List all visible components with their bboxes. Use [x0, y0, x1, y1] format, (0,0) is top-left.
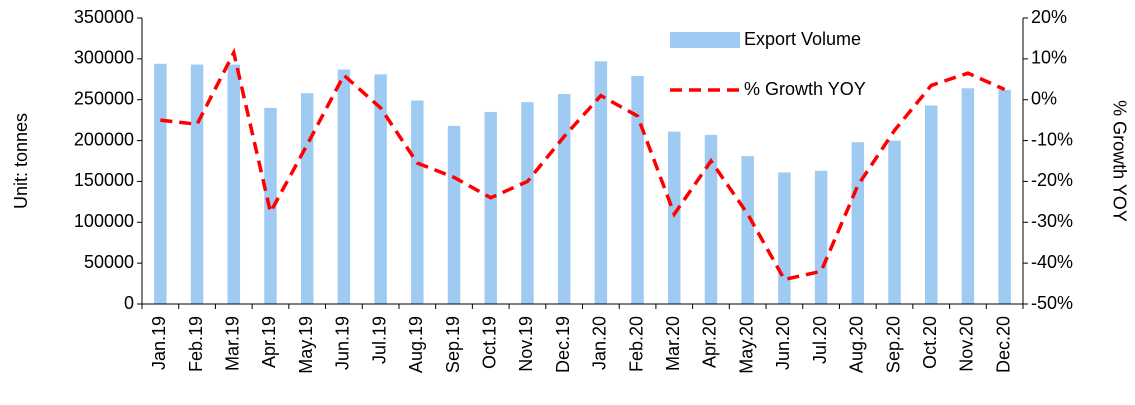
- x-tick-label: Feb.20: [626, 316, 646, 372]
- bar: [924, 105, 938, 304]
- y-tick-label: 50000: [84, 252, 134, 272]
- x-tick-label: Nov.19: [516, 316, 536, 372]
- x-tick-label: Apr.20: [700, 316, 720, 368]
- x-tick-label: May.19: [296, 316, 316, 374]
- bar: [668, 131, 681, 304]
- y-tick-label: 100000: [74, 211, 134, 231]
- y2-tick-label: -50%: [1031, 293, 1073, 313]
- bar: [484, 111, 497, 304]
- bar: [814, 170, 828, 304]
- x-tick-label: Mar.20: [663, 316, 683, 371]
- bar: [154, 63, 167, 305]
- legend-swatch: [670, 32, 740, 48]
- bar: [704, 134, 718, 304]
- bar: [337, 69, 351, 304]
- bar: [374, 74, 387, 304]
- x-tick-label: Aug.20: [847, 316, 867, 373]
- y2-tick-label: 0%: [1031, 88, 1057, 108]
- x-tick-label: Feb.19: [186, 316, 206, 372]
- y2-tick-label: -40%: [1031, 252, 1073, 272]
- x-tick-label: Aug.19: [406, 316, 426, 373]
- y2-tick-label: -20%: [1031, 170, 1073, 190]
- y-axis-title: Unit: tonnes: [11, 113, 31, 209]
- bar: [227, 64, 241, 304]
- y2-tick-label: -30%: [1031, 211, 1073, 231]
- bar: [411, 100, 424, 304]
- x-tick-label: Sep.19: [443, 316, 463, 373]
- bar: [961, 88, 975, 304]
- x-tick-label: Jul.19: [369, 316, 389, 364]
- y-tick-label: 250000: [74, 88, 134, 108]
- x-tick-label: Jun.19: [333, 316, 353, 370]
- y2-axis-title: % Growth YOY: [1109, 100, 1129, 222]
- bar: [778, 172, 791, 304]
- x-tick-label: May.20: [736, 316, 756, 374]
- bar: [300, 93, 314, 304]
- x-tick-label: Mar.19: [223, 316, 243, 371]
- line: [160, 47, 1006, 282]
- y2-tick-label: 10%: [1031, 48, 1067, 68]
- legend-label: Export Volume: [744, 29, 861, 49]
- x-tick-label: Jun.20: [773, 316, 793, 370]
- bar: [557, 93, 571, 304]
- bar: [190, 64, 204, 304]
- x-tick-label: Nov.20: [957, 316, 977, 372]
- y2-tick-label: 20%: [1031, 7, 1067, 27]
- bar: [741, 156, 754, 304]
- x-tick-label: Sep.20: [883, 316, 903, 373]
- bar: [851, 142, 865, 304]
- x-tick-label: Dec.19: [553, 316, 573, 373]
- bar: [888, 140, 901, 304]
- y-tick-label: 0: [124, 293, 134, 313]
- x-tick-label: Jan.19: [149, 316, 169, 370]
- x-tick-label: Jan.20: [590, 316, 610, 370]
- bar: [447, 125, 461, 304]
- x-tick-label: Oct.19: [479, 316, 499, 369]
- x-tick-label: Dec.20: [993, 316, 1013, 373]
- bar: [521, 102, 534, 304]
- y-tick-label: 350000: [74, 7, 134, 27]
- x-tick-label: Oct.20: [920, 316, 940, 369]
- y-tick-label: 200000: [74, 129, 134, 149]
- legend-label: % Growth YOY: [744, 79, 866, 99]
- x-tick-label: Apr.19: [259, 316, 279, 368]
- y-tick-label: 150000: [74, 170, 134, 190]
- y2-tick-label: -10%: [1031, 129, 1073, 149]
- x-tick-label: Jul.20: [810, 316, 830, 364]
- bar: [631, 76, 644, 304]
- bar: [594, 61, 608, 305]
- y-tick-label: 300000: [74, 48, 134, 68]
- bar: [998, 89, 1011, 304]
